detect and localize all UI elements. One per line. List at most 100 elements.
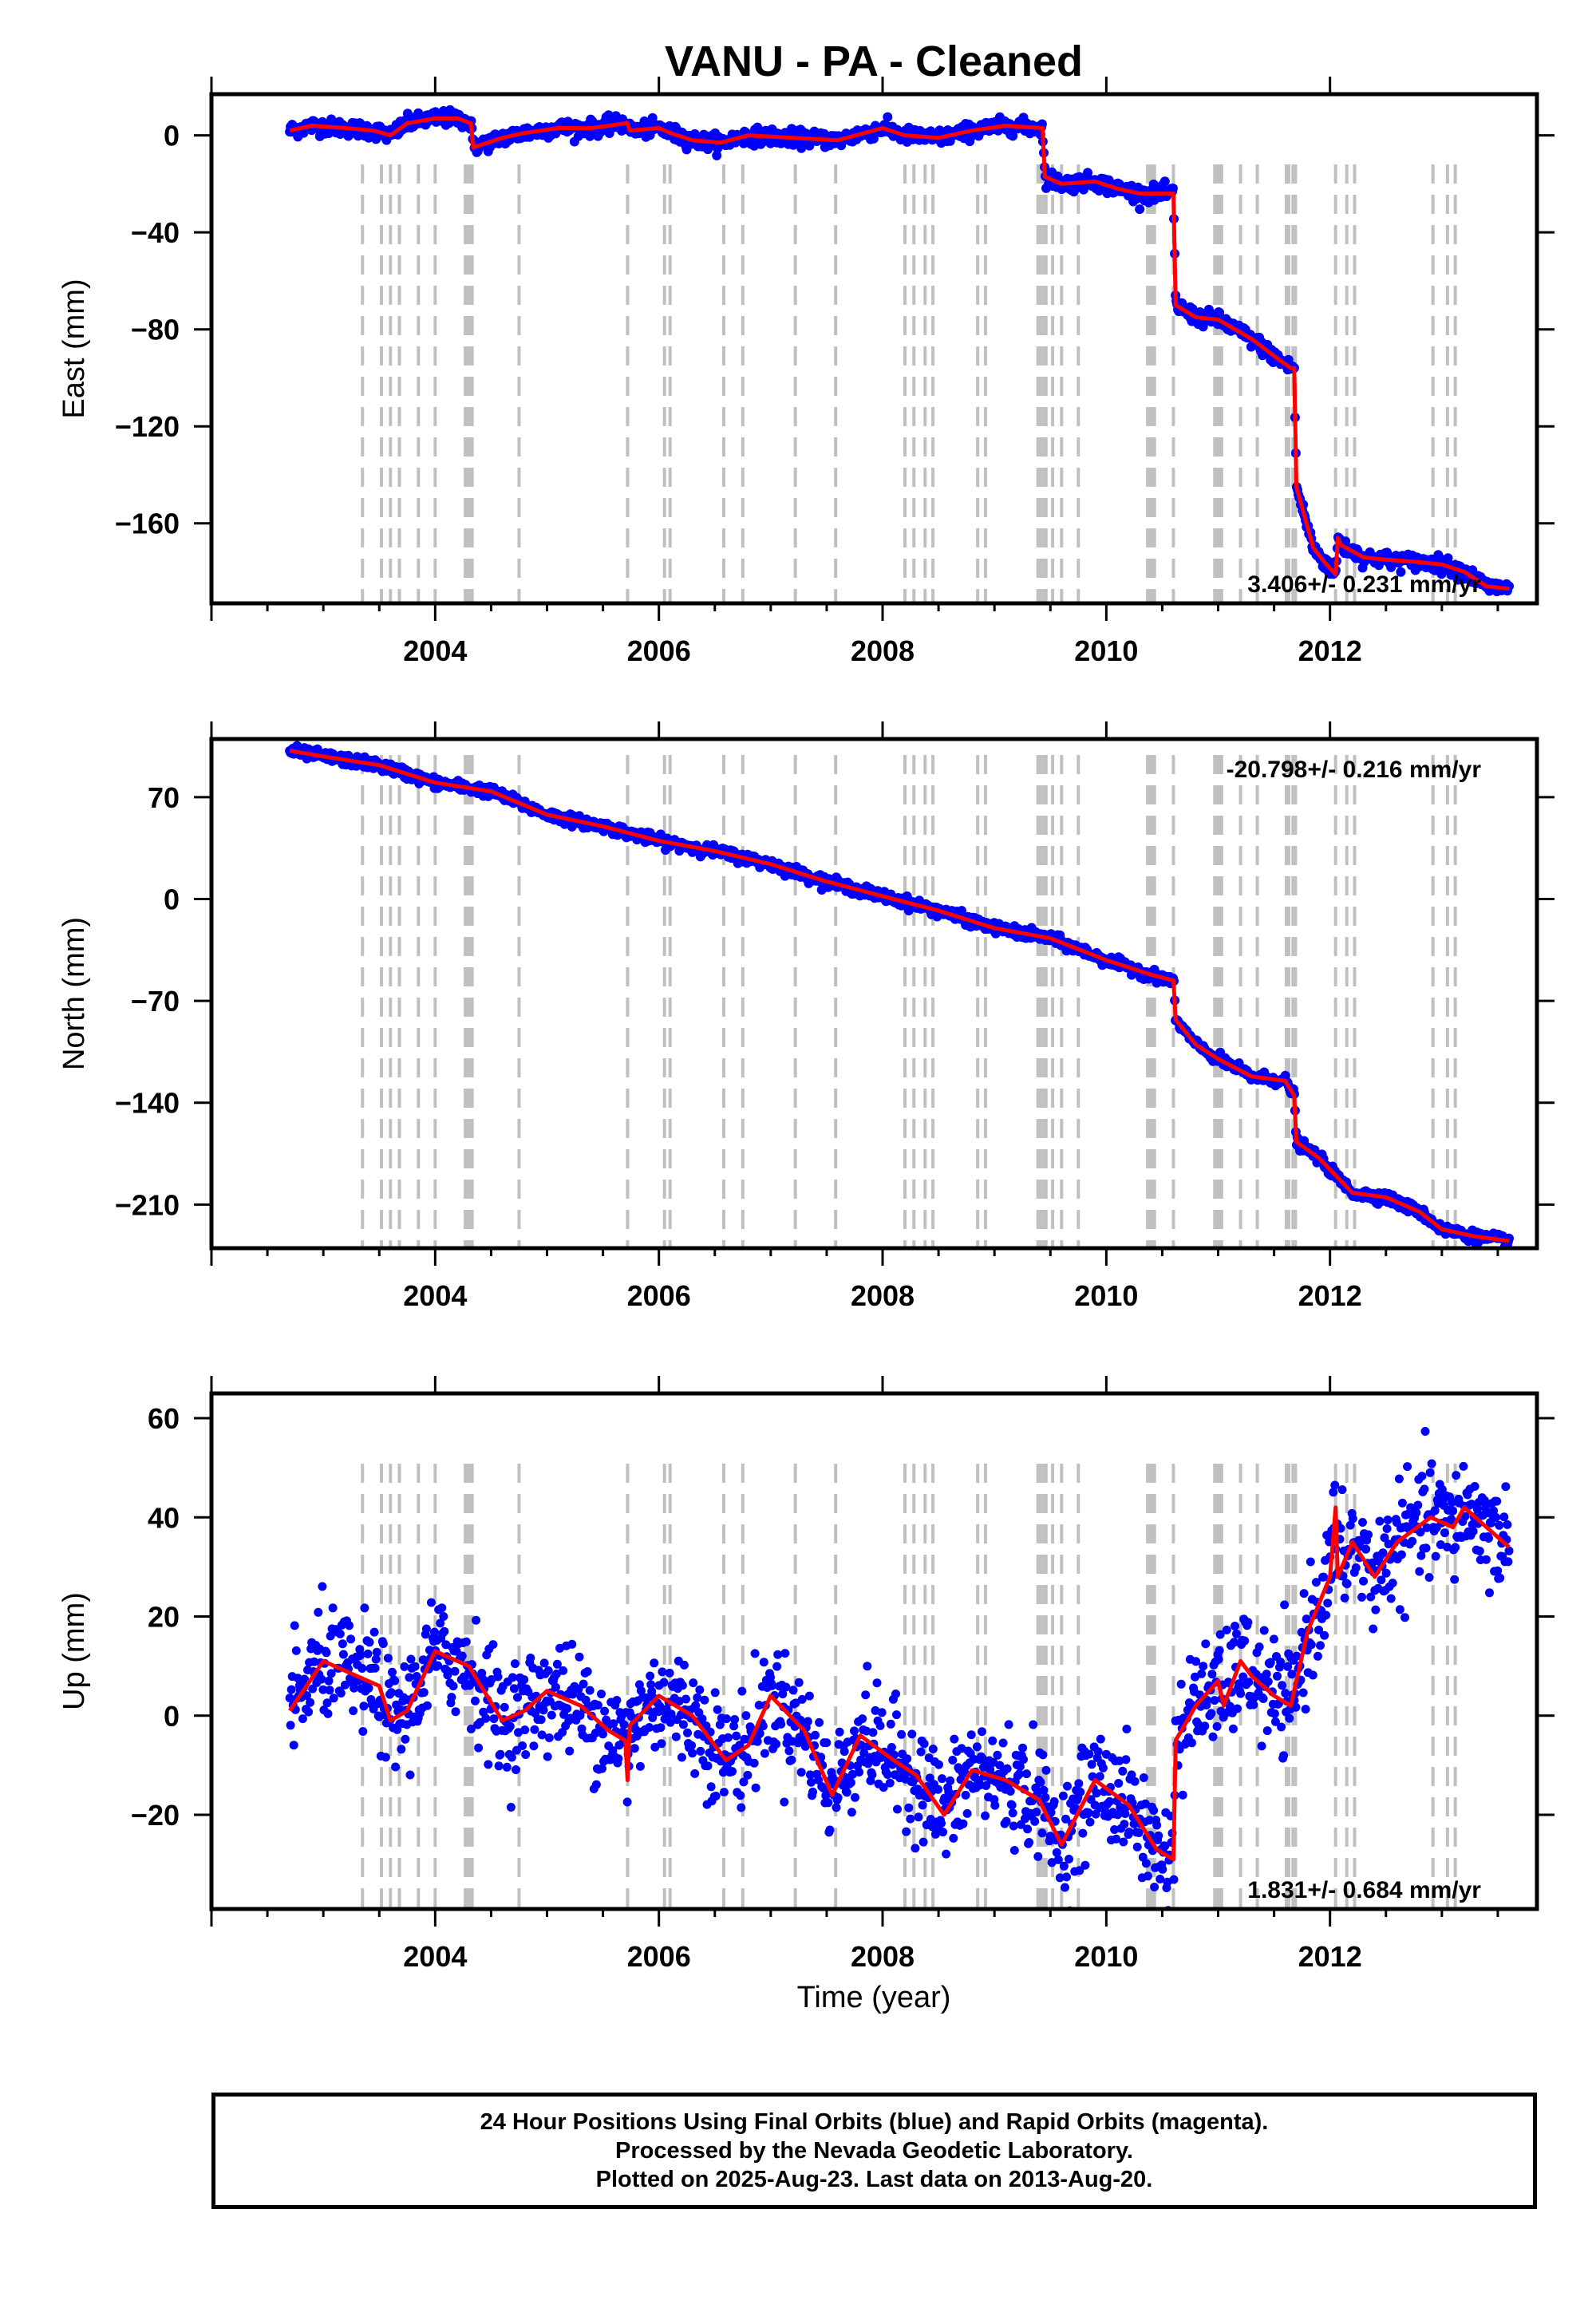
data-point [1336,1524,1345,1533]
data-point [1481,1555,1491,1564]
data-point [883,1770,892,1779]
data-point [1055,1911,1064,1920]
data-point [1397,1498,1407,1508]
data-point [741,1711,751,1721]
y-tick-label: −210 [115,1188,180,1221]
data-point [1357,1592,1366,1602]
data-point [1298,1688,1308,1697]
data-point [1448,1506,1458,1516]
data-point [797,1694,807,1704]
data-point [1039,1785,1049,1795]
data-point [814,1775,824,1784]
data-point [322,1698,332,1708]
data-point [410,1662,420,1671]
data-point [461,1637,471,1646]
data-point [539,1658,549,1668]
data-point [521,1750,531,1759]
data-point [934,1784,942,1794]
data-point [1078,1828,1088,1838]
data-point [349,1706,358,1716]
data-point [815,1717,824,1727]
data-point [1369,1624,1378,1634]
data-point [1233,1704,1242,1713]
east-frame [209,92,1539,606]
data-point [804,140,815,151]
data-point [1080,1860,1090,1870]
data-point [1228,1724,1238,1733]
data-point [1085,1817,1095,1827]
data-point [1266,1658,1275,1667]
data-point [318,1685,328,1694]
data-point [593,1701,602,1710]
data-point [1018,1743,1027,1753]
data-point [506,1803,516,1812]
data-point [317,1674,326,1684]
data-point [1096,1734,1105,1744]
east-model-line [289,116,1510,591]
data-point [1093,1747,1103,1757]
data-point [883,112,893,122]
data-point [691,1701,701,1710]
x-tick-label: 2008 [851,1940,915,1973]
data-point [1019,1755,1028,1765]
data-point [703,1761,713,1771]
data-point [323,1709,333,1718]
data-point [892,1710,901,1720]
data-point [988,1736,998,1745]
data-point [825,1825,835,1835]
up-data-points [285,1427,1514,1920]
data-point [728,1767,737,1777]
data-point [1118,1766,1128,1776]
data-point [1009,1821,1018,1831]
data-point [1061,1814,1070,1824]
data-point [1240,1636,1250,1646]
east-panel: 2004 2006 2008 2010 20120−40−80−120−160East … [57,77,1555,667]
data-point [1143,1871,1152,1881]
data-point [1279,1751,1289,1761]
y-tick-label: 60 [148,1402,180,1435]
data-point [325,1686,334,1695]
data-point [1337,1485,1347,1495]
data-point [1412,1508,1421,1517]
data-point [918,1800,927,1810]
data-point [903,1754,912,1764]
data-point [907,1729,917,1739]
north-y-axis: 700−70−140−210 [115,781,1555,1221]
data-point [981,1811,990,1820]
data-point [893,1804,902,1814]
data-point [944,1787,954,1796]
x-tick-label: 2010 [1074,1279,1138,1312]
up-y-axis-label: Up (mm) [57,1592,91,1710]
data-point [832,1803,841,1812]
data-point [536,1715,546,1725]
data-point [645,1723,654,1732]
data-point [1375,1516,1385,1526]
data-point [530,1725,539,1734]
data-point [1340,1593,1349,1603]
data-point [805,1770,815,1780]
data-point [1176,1679,1186,1689]
data-point [1005,1787,1015,1796]
data-point [1049,1797,1059,1806]
data-point [519,1675,529,1685]
data-point [472,1615,480,1625]
data-point [1116,1802,1125,1812]
data-point [598,1764,606,1773]
data-point [1115,1756,1124,1765]
data-point [318,1582,327,1591]
data-point [1254,1642,1264,1652]
data-point [1135,204,1145,215]
data-point [372,1647,381,1657]
east-step-lines [361,164,1457,603]
data-point [1235,1679,1244,1689]
data-point [1262,1670,1271,1679]
data-point [622,1797,632,1807]
data-point [737,1686,747,1696]
y-tick-label: −120 [115,410,180,443]
data-point [551,1682,560,1692]
data-point [603,110,614,121]
data-point [1395,1605,1404,1614]
y-tick-label: 0 [164,120,180,152]
data-point [1055,1873,1065,1883]
data-point [543,1666,553,1675]
